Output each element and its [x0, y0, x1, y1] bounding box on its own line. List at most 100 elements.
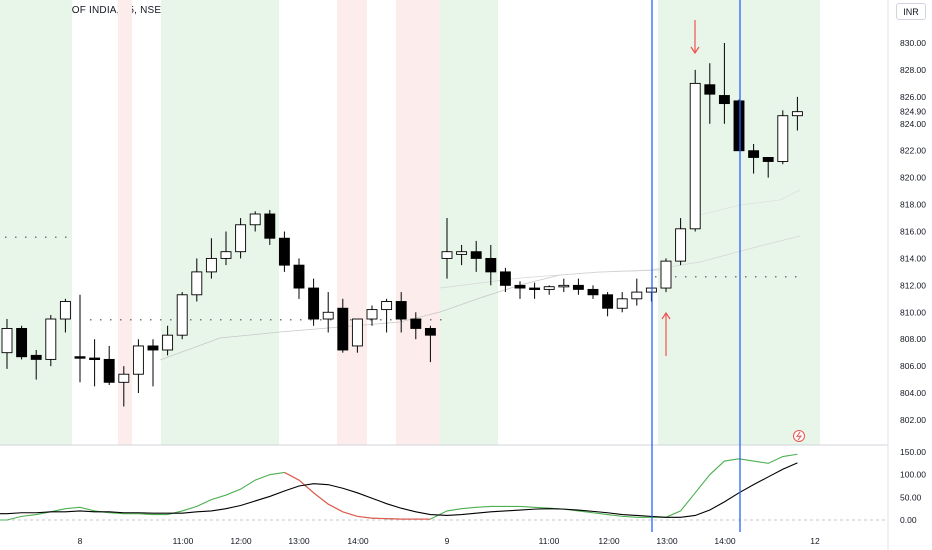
candle-body-down [89, 357, 101, 361]
candle [572, 278, 584, 295]
candle [470, 240, 482, 272]
time-axis-label: 8 [78, 536, 83, 546]
candle-body-down [718, 95, 730, 105]
session-zone [396, 0, 440, 445]
candle [132, 339, 144, 394]
candle [191, 258, 203, 302]
level-dot [25, 236, 27, 238]
candle [748, 143, 760, 174]
candle [631, 278, 643, 306]
osc-axis-label: 150.00 [900, 447, 926, 457]
candle-body-up [176, 294, 188, 336]
candle-body-up [45, 318, 57, 360]
time-axis-label: 13:00 [656, 536, 678, 546]
level-dot [765, 276, 767, 278]
candle-body-down [514, 284, 526, 289]
level-dot [130, 319, 132, 321]
candle [103, 345, 115, 385]
level-dot [390, 319, 392, 321]
candle-body-down [103, 358, 115, 383]
candle-body-down [499, 271, 511, 286]
level-dot [90, 319, 92, 321]
level-dot [350, 319, 352, 321]
vwap-lines [159, 189, 801, 361]
time-axis-label: 12:00 [598, 536, 620, 546]
sell-arrow-icon [690, 20, 700, 55]
candle-body-up [631, 291, 643, 300]
session-zone [161, 0, 279, 445]
candle [30, 349, 42, 380]
price-axis-label: 804.00 [900, 388, 926, 398]
candle [499, 267, 511, 293]
time-axis-label: 11:00 [173, 536, 194, 546]
level-dot [200, 319, 202, 321]
level-dot [735, 276, 737, 278]
vwap-line [699, 189, 801, 216]
level-dot [190, 319, 192, 321]
session-zones [0, 0, 820, 445]
candle-body-up [205, 257, 217, 273]
oscillator-pane [0, 453, 888, 521]
candle [176, 292, 188, 340]
price-axis-label: 808.00 [900, 334, 926, 344]
level-dot [220, 319, 222, 321]
candle-body-up [118, 373, 130, 383]
candle-body-down [30, 354, 42, 360]
candle [777, 110, 789, 165]
time-axis-label: 12 [810, 536, 820, 546]
candle-body-down [470, 251, 482, 259]
level-dot [100, 319, 102, 321]
level-dot [240, 319, 242, 321]
candle [220, 231, 232, 266]
session-zone [118, 0, 132, 445]
candle-body-down [264, 213, 276, 239]
time-axis-label: 9 [445, 536, 450, 546]
price-axis-label: 816.00 [900, 227, 926, 237]
candle-body-up [558, 284, 570, 288]
candle [89, 339, 101, 387]
level-dot [55, 236, 57, 238]
candle [704, 63, 716, 124]
candle [718, 43, 730, 124]
candle [205, 238, 217, 279]
level-dot [120, 319, 122, 321]
osc-fast-line-bearish [284, 471, 300, 481]
candle-body-up [249, 213, 261, 226]
currency-button[interactable]: INR [896, 3, 926, 20]
candle [381, 298, 393, 333]
level-dot [110, 319, 112, 321]
price-axis-label: 818.00 [900, 200, 926, 210]
level-dot [785, 276, 787, 278]
osc-fast-line-bearish [357, 515, 373, 519]
candle [456, 244, 468, 266]
level-dot [150, 319, 152, 321]
candle [689, 69, 701, 232]
candle-body-down [572, 284, 584, 290]
level-dot [705, 276, 707, 278]
flash-icon [793, 430, 805, 442]
level-dot [35, 236, 37, 238]
level-dot [675, 276, 677, 278]
price-axis-label: 830.00 [900, 38, 926, 48]
candle [762, 156, 774, 178]
level-dot [250, 319, 252, 321]
level-dot [300, 319, 302, 321]
candle-body-down [602, 294, 614, 309]
candle-body-down [308, 287, 320, 320]
price-axis-label: 824.90 [900, 107, 926, 117]
candle [660, 258, 672, 293]
level-dot [440, 319, 442, 321]
candle [733, 99, 745, 152]
price-axis-label: 802.00 [900, 415, 926, 425]
time-axis-label: 13:00 [288, 536, 310, 546]
candle-body-up [543, 286, 555, 290]
candle-body-down [147, 345, 159, 351]
candle-body-down [424, 327, 436, 336]
candle-body-down [704, 84, 716, 95]
candle [791, 96, 803, 131]
candle [529, 282, 541, 299]
candle [602, 292, 614, 317]
candle-body-up [1, 327, 13, 354]
candle-body-down [395, 301, 407, 320]
